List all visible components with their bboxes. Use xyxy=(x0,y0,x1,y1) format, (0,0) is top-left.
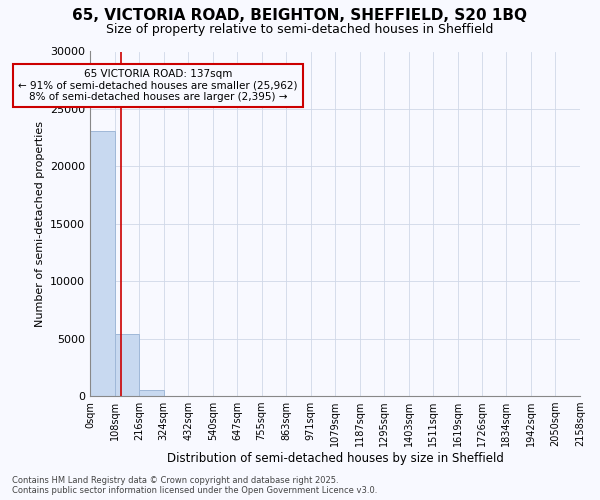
X-axis label: Distribution of semi-detached houses by size in Sheffield: Distribution of semi-detached houses by … xyxy=(167,452,503,465)
Y-axis label: Number of semi-detached properties: Number of semi-detached properties xyxy=(35,121,44,327)
Text: 65 VICTORIA ROAD: 137sqm
← 91% of semi-detached houses are smaller (25,962)
8% o: 65 VICTORIA ROAD: 137sqm ← 91% of semi-d… xyxy=(19,68,298,102)
Text: Contains HM Land Registry data © Crown copyright and database right 2025.
Contai: Contains HM Land Registry data © Crown c… xyxy=(12,476,377,495)
Bar xyxy=(139,390,164,396)
Bar xyxy=(115,334,139,396)
Text: Size of property relative to semi-detached houses in Sheffield: Size of property relative to semi-detach… xyxy=(106,22,494,36)
Bar xyxy=(90,131,115,396)
Text: 65, VICTORIA ROAD, BEIGHTON, SHEFFIELD, S20 1BQ: 65, VICTORIA ROAD, BEIGHTON, SHEFFIELD, … xyxy=(73,8,527,22)
